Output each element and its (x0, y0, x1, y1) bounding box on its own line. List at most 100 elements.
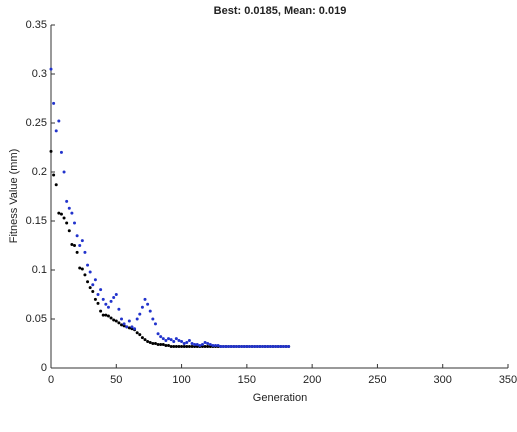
data-point (101, 297, 105, 301)
data-point (57, 119, 61, 123)
data-point (261, 344, 265, 348)
data-point (203, 341, 207, 345)
data-point (143, 297, 147, 301)
data-point (106, 305, 110, 309)
data-point (174, 344, 178, 348)
data-point (159, 342, 163, 346)
data-point (164, 339, 168, 343)
data-point (62, 170, 66, 174)
y-tick-label: 0.15 (26, 215, 47, 227)
data-point (96, 301, 100, 305)
data-point (88, 270, 92, 274)
data-point (125, 325, 129, 329)
data-point (49, 149, 53, 153)
data-point (104, 302, 108, 306)
data-point (65, 221, 69, 225)
data-point (57, 211, 61, 215)
x-tick-label: 200 (303, 374, 321, 386)
data-point (216, 343, 220, 347)
data-point (109, 299, 113, 303)
data-point (164, 343, 168, 347)
data-point (104, 313, 108, 317)
data-point (177, 344, 181, 348)
data-point (174, 337, 178, 341)
y-tick-label: 0.05 (26, 313, 47, 325)
data-point (67, 229, 71, 233)
data-point (227, 344, 231, 348)
x-tick-label: 250 (368, 374, 386, 386)
data-point (193, 342, 197, 346)
data-point (114, 293, 118, 296)
data-point (122, 322, 126, 326)
data-point (221, 344, 225, 348)
data-point (138, 312, 142, 316)
data-point (255, 344, 259, 348)
data-point (75, 234, 79, 238)
data-point (279, 344, 283, 348)
data-point (83, 273, 87, 277)
data-point (182, 344, 186, 348)
data-point (211, 343, 215, 347)
data-point (70, 243, 74, 247)
data-point (78, 244, 82, 247)
data-point (185, 341, 189, 345)
data-point (106, 314, 110, 318)
y-tick-label: 0.1 (32, 264, 47, 276)
data-point (75, 250, 79, 254)
data-point (99, 288, 103, 292)
y-tick-label: 0.35 (26, 19, 47, 31)
data-point (237, 344, 241, 348)
data-point (203, 344, 207, 348)
data-point (153, 342, 157, 345)
data-point (198, 343, 202, 347)
data-point (224, 344, 228, 348)
data-point (133, 327, 137, 331)
data-point (127, 319, 131, 323)
data-point (281, 344, 285, 348)
data-point (86, 280, 90, 284)
y-tick-label: 0.3 (32, 68, 47, 80)
data-point (80, 267, 84, 271)
data-point (250, 344, 254, 348)
data-point (73, 244, 77, 247)
data-point (172, 344, 176, 348)
data-point (195, 342, 199, 346)
data-point (284, 344, 288, 348)
data-point (258, 344, 262, 348)
data-point (167, 337, 171, 341)
data-point (59, 212, 63, 216)
data-point (253, 344, 257, 348)
data-point (187, 339, 191, 343)
data-point (59, 150, 63, 154)
data-point (135, 317, 139, 321)
data-point (54, 183, 58, 187)
data-point (91, 283, 95, 287)
data-point (117, 307, 121, 311)
data-point (182, 342, 186, 345)
x-tick-label: 350 (499, 374, 517, 386)
data-point (161, 337, 165, 341)
data-point (146, 340, 150, 344)
data-point (187, 344, 191, 348)
y-axis-label: Fitness Value (mm) (8, 149, 20, 244)
data-point (127, 326, 131, 330)
data-point (99, 309, 103, 313)
data-point (219, 344, 223, 348)
data-point (130, 325, 134, 329)
data-point (67, 206, 71, 210)
chart-title: Best: 0.0185, Mean: 0.019 (214, 5, 347, 17)
data-point (151, 317, 155, 321)
x-axis-label: Generation (253, 392, 307, 404)
data-point (234, 344, 238, 348)
data-point (146, 302, 150, 306)
data-point (159, 335, 163, 339)
data-point (268, 344, 272, 348)
data-point (190, 342, 194, 345)
data-point (114, 319, 118, 323)
x-tick-label: 100 (172, 374, 190, 386)
data-point (167, 343, 171, 347)
data-point (70, 211, 74, 215)
data-point (200, 342, 204, 346)
